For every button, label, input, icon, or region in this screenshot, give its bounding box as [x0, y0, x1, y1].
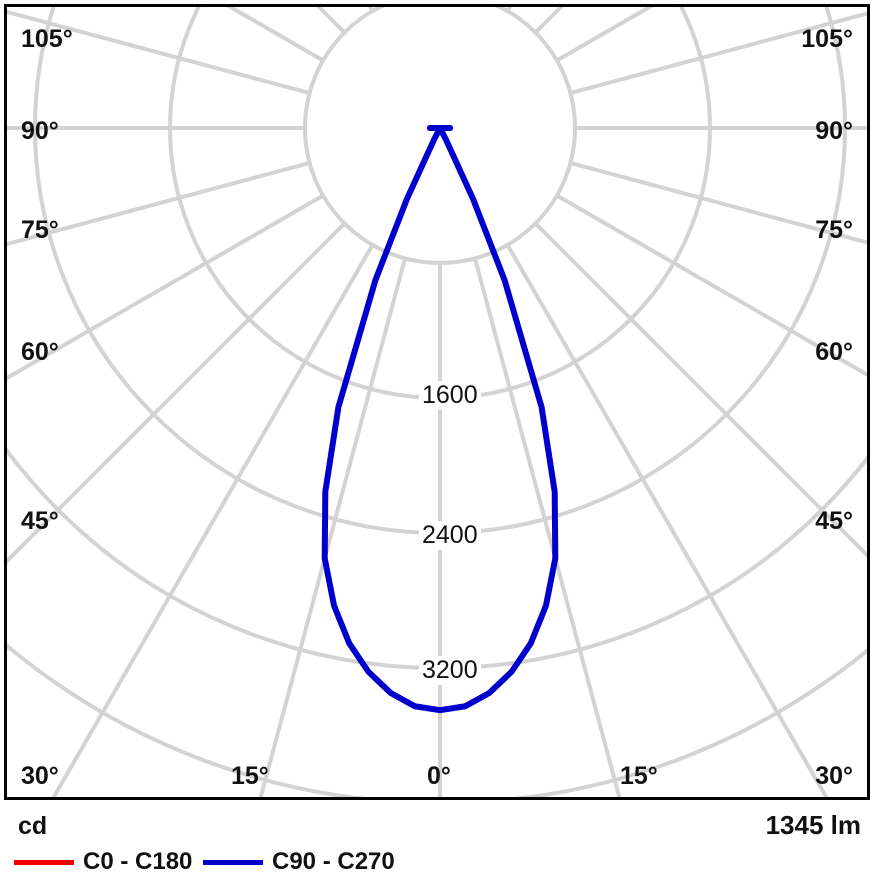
angle-label-right-75: 75°: [815, 216, 853, 244]
legend-swatch-c90-c270: [203, 859, 263, 865]
angle-label-bottom-right-30: 30°: [815, 762, 853, 790]
angle-label-left-75: 75°: [21, 216, 59, 244]
radial-label-3200: 3200: [419, 656, 481, 685]
angle-label-bottom-0: 0°: [427, 762, 451, 790]
intensity-curves: [321, 125, 559, 714]
angle-label-left-105: 105°: [21, 25, 73, 53]
luminous-flux-value: 1345 lm: [765, 810, 861, 840]
legend-label-c0-c180: C0 - C180: [83, 848, 193, 875]
legend-item-c90-c270[interactable]: C90 - C270: [203, 848, 395, 875]
angle-label-right-105: 105°: [801, 25, 853, 53]
chart-footer: cd 1345 lm C0 - C180 C90 - C270: [0, 804, 875, 875]
unit-label-cd: cd: [18, 812, 48, 840]
angle-label-right-90: 90°: [815, 117, 853, 145]
legend-label-c90-c270: C90 - C270: [272, 848, 395, 875]
angle-label-bottom-left-15: 15°: [231, 762, 269, 790]
angle-label-left-45: 45°: [21, 507, 59, 535]
legend-swatch-c0-c180: [14, 859, 74, 865]
polar-plot-frame: 105° 90° 75° 60° 45° 105° 90° 75° 60° 45…: [4, 4, 870, 800]
angle-label-left-60: 60°: [21, 338, 59, 366]
legend-item-c0-c180[interactable]: C0 - C180: [14, 848, 192, 875]
radial-label-1600: 1600: [419, 381, 481, 410]
angle-label-right-60: 60°: [815, 338, 853, 366]
angle-label-bottom-right-15: 15°: [620, 762, 658, 790]
angle-label-left-90: 90°: [21, 117, 59, 145]
radial-label-2400: 2400: [419, 521, 481, 550]
angle-label-bottom-left-30: 30°: [21, 762, 59, 790]
angle-label-right-45: 45°: [815, 507, 853, 535]
